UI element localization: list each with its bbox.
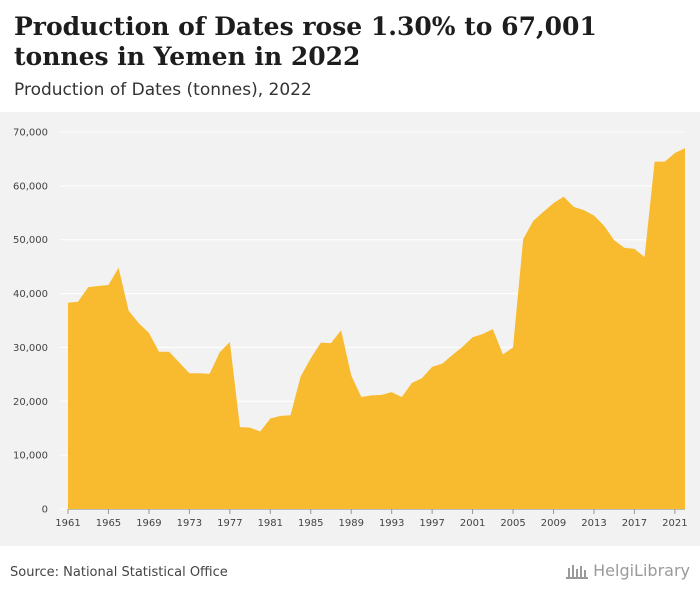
chart-title: Production of Dates rose 1.30% to 67,001… (14, 12, 597, 71)
data-point (543, 211, 544, 212)
data-point (492, 329, 493, 330)
x-tick-label: 1997 (419, 518, 444, 529)
chart-header: Production of Dates rose 1.30% to 67,001… (0, 0, 700, 112)
data-point (563, 196, 564, 197)
data-point (108, 284, 109, 285)
data-point (614, 240, 615, 241)
data-point (533, 220, 534, 221)
data-point (67, 302, 68, 303)
data-point (239, 427, 240, 428)
data-point (381, 394, 382, 395)
data-point (128, 310, 129, 311)
data-point (300, 376, 301, 377)
data-point (179, 362, 180, 363)
data-point (199, 373, 200, 374)
data-point (472, 337, 473, 338)
y-tick-label: 70,000 (13, 128, 48, 139)
data-point (148, 332, 149, 333)
data-point (280, 415, 281, 416)
data-point (634, 248, 635, 249)
data-point (88, 287, 89, 288)
x-tick-label: 1961 (55, 518, 80, 529)
x-tick-label: 1993 (379, 518, 404, 529)
data-point (573, 206, 574, 207)
data-point (664, 161, 665, 162)
data-point (603, 225, 604, 226)
data-point (411, 382, 412, 383)
data-point (158, 351, 159, 352)
data-point (310, 358, 311, 359)
data-point (340, 330, 341, 331)
data-point (684, 148, 685, 149)
data-point (138, 323, 139, 324)
data-point (593, 215, 594, 216)
area-series (67, 148, 685, 509)
data-point (442, 363, 443, 364)
x-tick-label: 2005 (500, 518, 525, 529)
data-point (169, 351, 170, 352)
x-tick-label: 1981 (258, 518, 283, 529)
x-tick-label: 2001 (460, 518, 485, 529)
data-point (502, 354, 503, 355)
data-point (482, 333, 483, 334)
data-point (290, 415, 291, 416)
data-point (432, 366, 433, 367)
x-tick-label: 1989 (338, 518, 363, 529)
data-point (330, 343, 331, 344)
data-point (219, 352, 220, 353)
x-tick-label: 1977 (217, 518, 242, 529)
data-point (78, 301, 79, 302)
data-point (209, 373, 210, 374)
data-point (523, 239, 524, 240)
y-tick-label: 50,000 (13, 235, 48, 246)
data-point (421, 378, 422, 379)
y-axis: 0 10,000 20,000 30,000 40,000 50,000 60,000 70,… (13, 128, 48, 516)
data-point (674, 152, 675, 153)
x-tick-label: 2009 (541, 518, 566, 529)
data-point (98, 285, 99, 286)
data-point (624, 247, 625, 248)
y-tick-label: 40,000 (13, 289, 48, 300)
y-tick-label: 60,000 (13, 181, 48, 192)
data-point (351, 375, 352, 376)
x-tick-label: 1965 (96, 518, 121, 529)
y-tick-label: 10,000 (13, 451, 48, 462)
data-point (189, 373, 190, 374)
y-tick-label: 30,000 (13, 343, 48, 354)
data-point (654, 161, 655, 162)
data-point (249, 427, 250, 428)
area-chart: 0 10,000 20,000 30,000 40,000 50,000 60,000 70,… (13, 128, 688, 530)
data-point (512, 347, 513, 348)
data-point (462, 346, 463, 347)
chart-subtitle: Production of Dates (tonnes), 2022 (14, 80, 312, 100)
data-point (260, 431, 261, 432)
data-point (401, 396, 402, 397)
y-tick-label: 20,000 (13, 397, 48, 408)
data-point (452, 354, 453, 355)
x-tick-label: 2017 (622, 518, 647, 529)
data-point (391, 392, 392, 393)
source-note: Source: National Statistical Office (10, 565, 228, 580)
data-point (361, 396, 362, 397)
y-tick-label: 0 (42, 505, 48, 516)
data-point (320, 342, 321, 343)
x-tick-label: 1973 (177, 518, 202, 529)
data-point (229, 341, 230, 342)
brand-name: HelgiLibrary (593, 561, 690, 580)
x-axis: 1961 1965 1969 1973 1977 1981 1985 1989 1993 1997… (55, 509, 688, 529)
x-tick-label: 2021 (662, 518, 687, 529)
data-point (118, 267, 119, 268)
brand-logo[interactable]: HelgiLibrary (565, 561, 690, 580)
data-point (553, 202, 554, 203)
chart-footer (0, 546, 700, 596)
data-point (644, 256, 645, 257)
x-tick-label: 1985 (298, 518, 323, 529)
production-area (68, 148, 685, 509)
x-tick-label: 1969 (136, 518, 161, 529)
library-columns-icon (566, 564, 589, 579)
data-point (270, 418, 271, 419)
data-point (371, 395, 372, 396)
x-tick-label: 2013 (581, 518, 606, 529)
data-point (583, 209, 584, 210)
